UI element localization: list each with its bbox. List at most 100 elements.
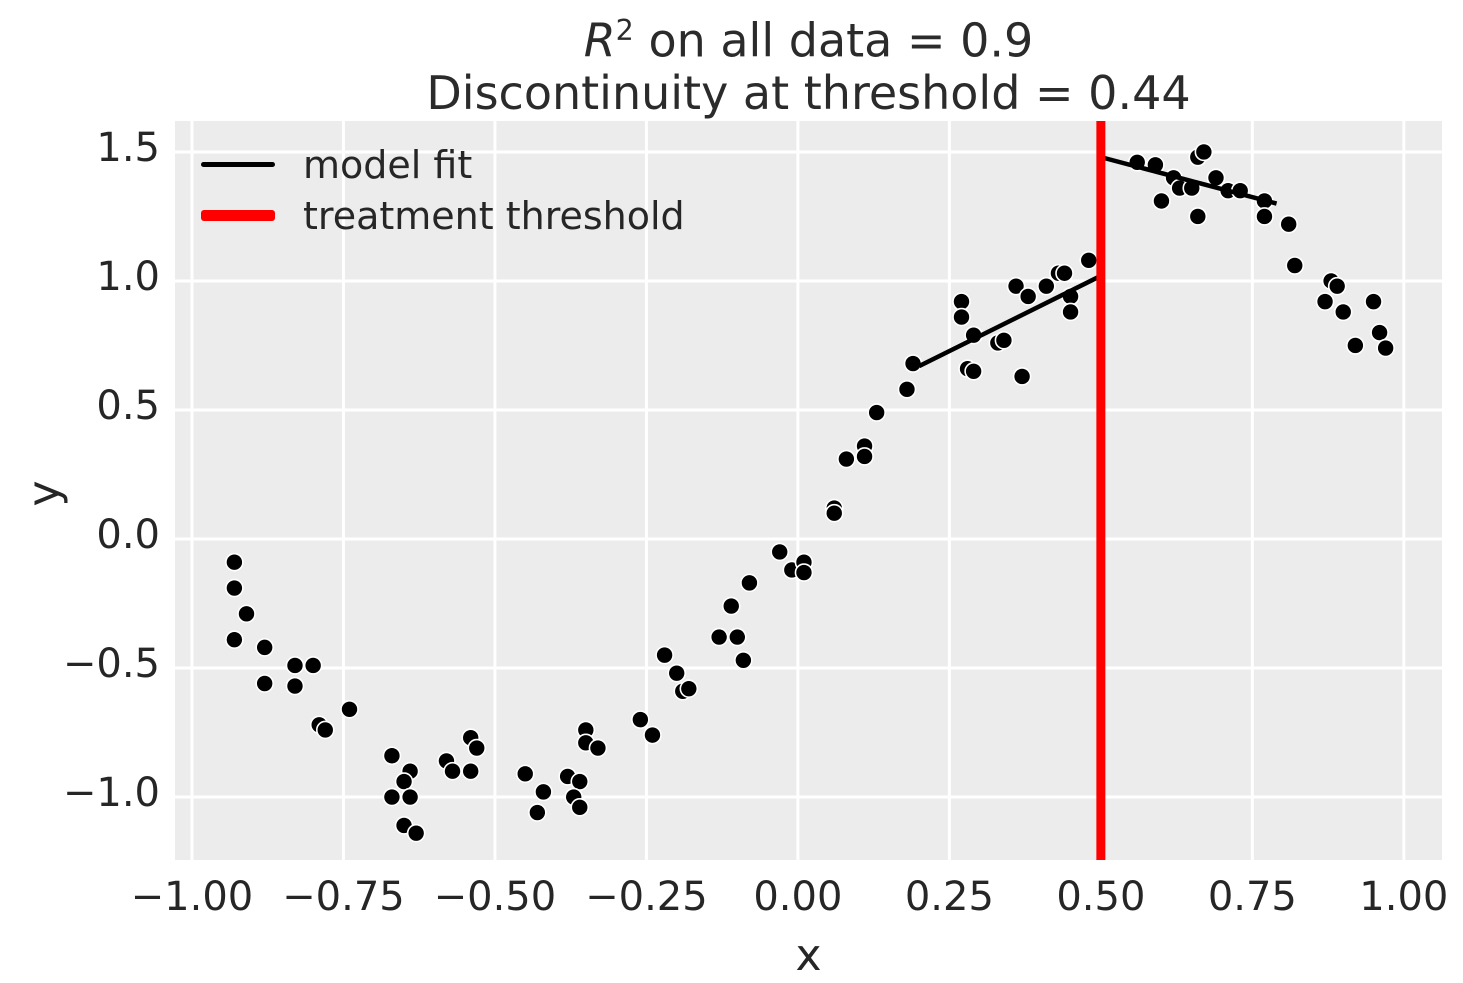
scatter-point: [443, 761, 462, 781]
legend-line-swatch: [201, 210, 275, 221]
x-tick-label: 0.50: [1056, 874, 1146, 920]
x-tick-label: 0.00: [753, 874, 843, 920]
y-tick-label: −1.0: [62, 770, 160, 817]
scatter-point: [1012, 367, 1032, 386]
scatter-point: [225, 578, 244, 598]
scatter-point: [1055, 263, 1074, 283]
scatter-point: [1018, 287, 1038, 306]
legend-row: treatment threshold: [201, 190, 685, 241]
scatter-point: [994, 331, 1014, 350]
chart-title-line1: R2 on all data = 0.9: [175, 4, 1442, 67]
scatter-point: [855, 447, 874, 466]
scatter-point: [1006, 276, 1026, 296]
scatter-point: [655, 645, 674, 665]
scatter-point: [679, 679, 699, 698]
scatter-point: [734, 650, 753, 670]
legend-line-swatch: [201, 162, 275, 167]
x-tick-label: 0.25: [904, 874, 994, 920]
legend: model fit treatment threshold: [201, 139, 685, 241]
scatter-point: [340, 700, 359, 719]
scatter-point: [515, 764, 535, 784]
scatter-point: [1327, 276, 1347, 296]
scatter-point: [721, 596, 741, 616]
scatter-point: [315, 720, 335, 740]
scatter-point: [903, 354, 923, 373]
scatter-point: [728, 627, 747, 647]
scatter-point: [303, 656, 323, 675]
x-tick-label: −0.75: [282, 874, 405, 920]
scatter-point: [1333, 302, 1353, 322]
scatter-point: [964, 361, 983, 381]
scatter-point: [824, 503, 844, 523]
scatter-point: [534, 782, 553, 802]
model-fit-line: [1100, 154, 1278, 206]
scatter-point: [1061, 302, 1080, 322]
y-tick-label: 0.5: [96, 382, 160, 429]
scatter-point: [952, 292, 971, 311]
legend-label: model fit: [303, 142, 473, 187]
chart-title: R2 on all data = 0.9 Discontinuity at th…: [175, 4, 1442, 120]
scatter-point: [631, 710, 650, 729]
scatter-point: [570, 798, 590, 817]
y-tick-label: 1.0: [96, 253, 160, 300]
scatter-point: [1346, 336, 1365, 355]
scatter-point: [1079, 251, 1099, 270]
x-tick-label: −0.50: [433, 874, 557, 920]
scatter-point: [406, 823, 426, 843]
title-line1-text: on all data = 0.9: [633, 13, 1034, 68]
scatter-point: [1315, 292, 1335, 311]
scatter-point: [382, 746, 402, 766]
y-tick-label: 0.0: [96, 512, 160, 558]
scatter-point: [1152, 191, 1171, 211]
scatter-point: [867, 403, 886, 422]
y-tick-label: −0.5: [62, 641, 160, 688]
x-tick-label: −1.00: [130, 874, 254, 920]
scatter-point: [394, 772, 414, 791]
scatter-point: [1285, 256, 1305, 275]
scatter-point: [255, 638, 274, 657]
scatter-point: [1194, 142, 1214, 162]
chart-subtitle: Discontinuity at threshold = 0.44: [426, 66, 1191, 121]
scatter-point: [1364, 292, 1383, 311]
scatter-point: [770, 542, 790, 562]
scatter-point: [225, 552, 244, 572]
title-math-variable: R: [583, 13, 616, 68]
scatter-point: [1279, 214, 1298, 234]
scatter-point: [461, 761, 480, 781]
plot-svg: [175, 121, 1442, 860]
scatter-point: [740, 573, 759, 593]
scatter-point: [794, 563, 814, 582]
legend-label: treatment threshold: [303, 193, 685, 238]
scatter-point: [255, 674, 274, 693]
scatter-point: [1037, 276, 1056, 296]
scatter-point: [382, 787, 402, 807]
scatter-point: [285, 656, 305, 675]
scatter-point: [467, 738, 487, 758]
y-axis-label: y: [18, 480, 70, 507]
legend-row: model fit: [201, 139, 685, 190]
scatter-point: [837, 449, 856, 469]
scatter-point: [1188, 207, 1208, 226]
scatter-point: [1255, 207, 1274, 226]
x-axis-label: x: [795, 930, 822, 981]
scatter-point: [588, 738, 608, 758]
scatter-point: [1370, 323, 1389, 342]
scatter-point: [667, 663, 687, 683]
scatter-point: [952, 307, 971, 327]
scatter-point: [400, 787, 420, 807]
scatter-point: [897, 380, 917, 399]
scatter-point: [709, 627, 729, 647]
model-fit-line: [918, 273, 1102, 369]
scatter-point: [528, 803, 547, 822]
x-tick-label: 1.00: [1359, 874, 1449, 920]
plot-area: model fit treatment threshold: [175, 121, 1442, 860]
y-tick-label: 1.5: [96, 124, 160, 171]
x-tick-label: −0.25: [585, 874, 708, 920]
scatter-point: [237, 604, 256, 624]
scatter-point: [285, 676, 305, 696]
x-tick-label: 0.75: [1207, 874, 1297, 920]
scatter-point: [570, 772, 590, 791]
scatter-point: [225, 630, 244, 649]
title-math-superscript: 2: [615, 14, 634, 47]
